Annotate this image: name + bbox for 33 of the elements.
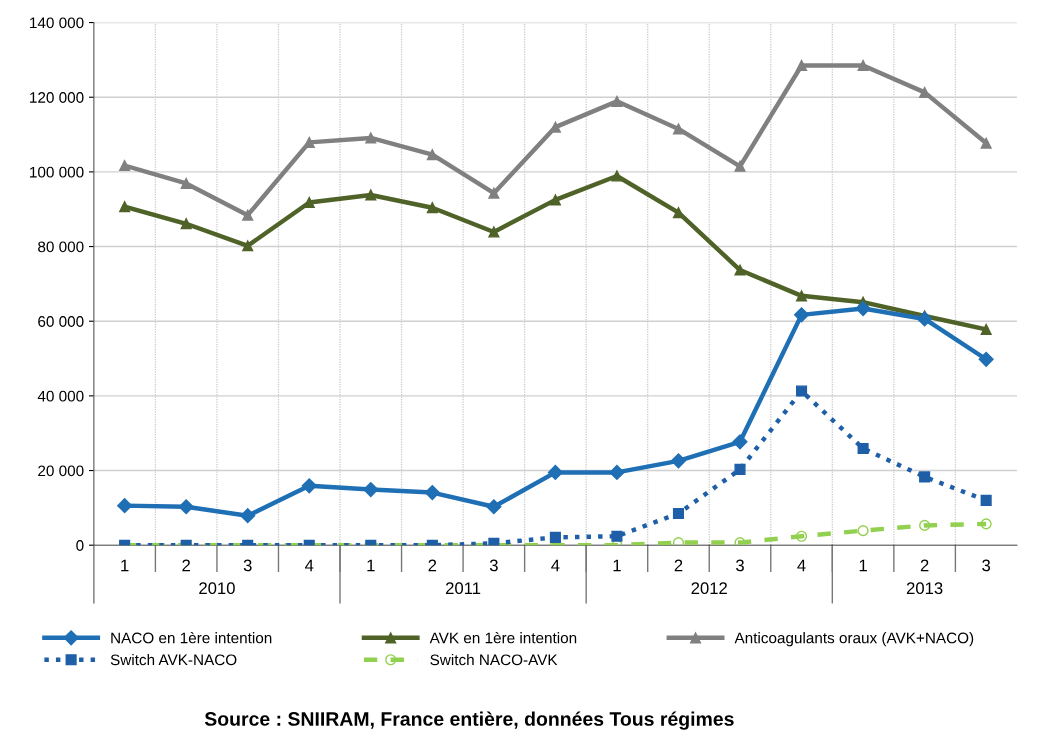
text: 2013 [906, 582, 943, 595]
x-tick-label: 2 [674, 559, 683, 572]
x-tick-label: 1 [121, 559, 129, 572]
x-tick-label: 1 [367, 559, 375, 572]
x-tick-label: 3 [982, 559, 991, 572]
y-tick-label: 0 [76, 540, 84, 551]
x-tick-label: 2 [920, 559, 929, 572]
text: 2010 [199, 582, 235, 595]
x-tick-label: 3 [736, 559, 744, 572]
text: 2011 [446, 582, 481, 595]
legend-label: AVK en 1ère intention [429, 631, 577, 644]
legend-label: NACO en 1ère intention [111, 631, 272, 644]
legend-label: Switch NACO-AVK [430, 654, 558, 666]
y-tick-label: 40 000 [37, 390, 84, 402]
y-tick-label: 80 000 [38, 241, 84, 253]
y-tick-label: 100 000 [30, 166, 84, 178]
x-tick-label: 3 [243, 559, 252, 572]
source-note: Source : SNIIRAM, France entière, données Tous régimes [204, 711, 734, 730]
legend-label: Anticoagulants oraux (AVK+NACO) [734, 632, 974, 647]
x-tick-label: 1 [859, 559, 867, 572]
legend-label: Switch AVK-NACO [110, 654, 237, 666]
text: 2012 [691, 582, 727, 595]
x-tick-label: 1 [613, 559, 621, 572]
x-tick-label: 4 [797, 559, 806, 572]
x-tick-label: 2 [182, 559, 190, 572]
x-tick-label: 4 [551, 559, 560, 572]
y-tick-label: 60 000 [38, 316, 84, 327]
y-tick-label: 140 000 [30, 17, 84, 29]
x-tick-label: 4 [305, 559, 314, 572]
y-tick-label: 120 000 [30, 92, 84, 103]
x-tick-label: 3 [489, 559, 498, 572]
y-tick-label: 20 000 [38, 465, 84, 477]
x-tick-label: 2 [428, 559, 437, 572]
